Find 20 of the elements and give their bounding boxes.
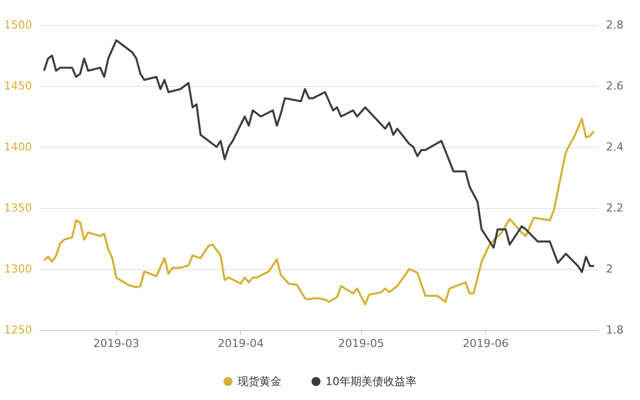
x-tick-label: 2019-05 — [338, 337, 384, 350]
y-tick-label: 1400 — [4, 140, 32, 154]
x-tick-label: 2019-03 — [93, 337, 140, 350]
y2-tick-label: 2 — [606, 262, 613, 276]
line-series — [43, 39, 595, 274]
y2-tick-label: 2.6 — [606, 80, 624, 92]
y2-tick-label: 1.8 — [606, 324, 624, 336]
y2-tick-label: 2.8 — [606, 18, 624, 32]
x-tick-label: 2019-06 — [462, 337, 509, 350]
legend-label: 10年期美债收益率 — [326, 375, 416, 388]
y2-tick-label: 2.2 — [606, 202, 624, 214]
y-tick-label: 1350 — [4, 202, 32, 214]
y2-tick-label: 2.4 — [606, 140, 624, 154]
y-tick-label: 1450 — [4, 80, 32, 92]
x-tick-label: 2019-04 — [218, 337, 264, 350]
y-tick-label: 1300 — [4, 262, 32, 276]
y-tick-label: 1500 — [4, 18, 32, 32]
line-series — [43, 118, 595, 306]
legend-label: 现货黄金 — [238, 375, 282, 388]
y-tick-label: 1250 — [4, 324, 32, 336]
